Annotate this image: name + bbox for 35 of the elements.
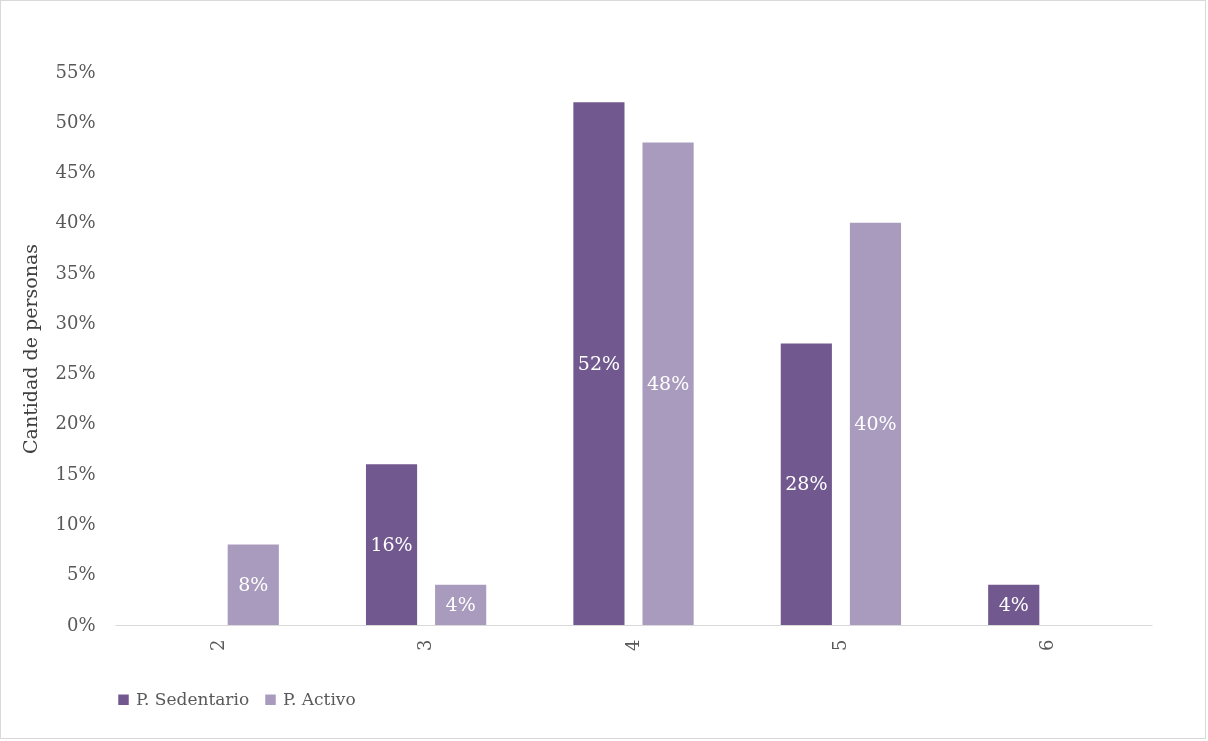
data-label: 4% (445, 592, 476, 615)
y-tick-label: 55% (55, 60, 96, 82)
x-tick-label: 5 (828, 639, 850, 651)
x-tick-label: 4 (621, 639, 643, 651)
bar (573, 102, 625, 625)
data-label: 28% (785, 472, 828, 495)
y-tick-label: 15% (55, 462, 96, 484)
data-label: 4% (998, 592, 1029, 615)
data-label: 40% (854, 411, 897, 434)
data-label: 8% (238, 572, 269, 595)
bar (849, 222, 902, 625)
bar (642, 142, 694, 625)
y-tick-label: 20% (55, 412, 96, 434)
y-tick-label: 40% (55, 211, 96, 233)
bar (435, 584, 487, 625)
legend-label: P. Activo (283, 688, 356, 709)
y-tick-label: 25% (55, 362, 96, 384)
x-tick-label: 3 (414, 639, 436, 651)
x-tick-label: 6 (1036, 639, 1058, 651)
x-tick-label: 2 (206, 639, 228, 651)
y-tick-label: 5% (66, 563, 96, 585)
data-label: 48% (646, 371, 690, 394)
y-tick-label: 30% (55, 311, 96, 333)
bar (780, 343, 832, 625)
bar (365, 464, 418, 625)
bar (227, 544, 279, 625)
data-label: 16% (370, 532, 413, 555)
y-tick-label: 0% (66, 613, 96, 635)
y-tick-label: 45% (55, 161, 96, 183)
y-tick-label: 35% (55, 261, 96, 283)
y-tick-label: 50% (55, 110, 96, 132)
legend-label: P. Sedentario (136, 688, 250, 709)
data-label: 52% (577, 351, 621, 374)
y-tick-label: 10% (55, 512, 96, 534)
y-axis-title: Cantidad de personas (19, 244, 42, 454)
